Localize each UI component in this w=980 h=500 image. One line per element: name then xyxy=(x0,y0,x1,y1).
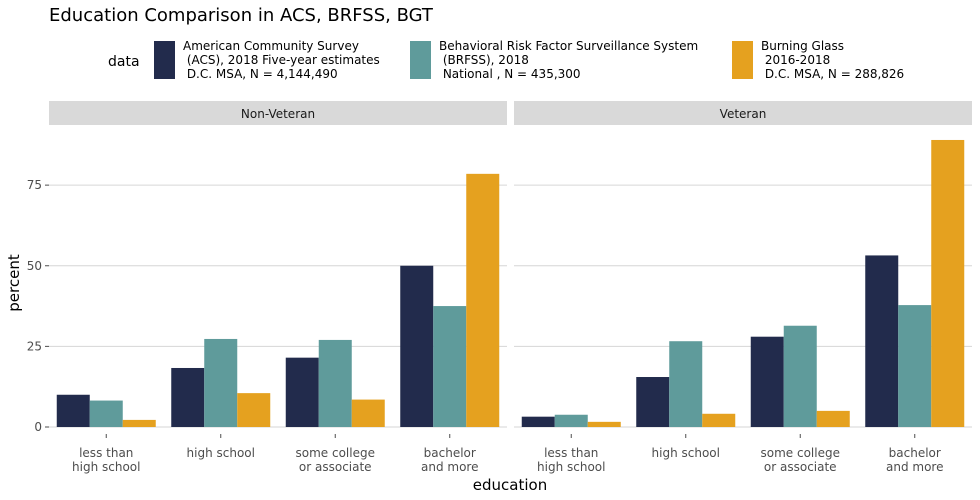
x-tick-label-line: some college xyxy=(761,446,840,460)
bar xyxy=(931,139,965,427)
bar xyxy=(237,393,271,427)
bar xyxy=(318,339,352,427)
legend-label: Behavioral Risk Factor Surveillance Syst… xyxy=(439,39,698,81)
x-tick-label: bachelor and more xyxy=(421,446,478,474)
legend-title: data xyxy=(108,54,140,70)
bar xyxy=(285,357,319,427)
bar xyxy=(554,414,588,427)
bar xyxy=(587,421,621,427)
x-tick-label: high school xyxy=(187,446,255,460)
x-tick-label-line: or associate xyxy=(764,460,837,474)
x-tick-label-line: bachelor xyxy=(889,446,941,460)
legend: data American Community Survey (ACS), 20… xyxy=(108,39,904,81)
x-tick-label-line: less than xyxy=(79,446,133,460)
x-tick-label-line: and more xyxy=(421,460,478,474)
facet-strip xyxy=(514,101,972,125)
x-tick-label-line: high school xyxy=(72,460,140,474)
x-tick-label: high school xyxy=(652,446,720,460)
legend-label-line: National , N = 435,300 xyxy=(439,67,581,81)
legend-label-line: Behavioral Risk Factor Surveillance Syst… xyxy=(439,39,698,53)
bar xyxy=(204,338,238,427)
bar xyxy=(702,413,736,427)
x-tick-label-line: high school xyxy=(537,460,605,474)
y-axis-title: percent xyxy=(5,254,23,312)
x-tick-label: less than high school xyxy=(537,446,605,474)
legend-label-line: D.C. MSA, N = 4,144,490 xyxy=(183,67,338,81)
bar xyxy=(521,416,555,427)
x-tick-label-line: and more xyxy=(886,460,943,474)
bar xyxy=(400,265,434,427)
x-tick-label: some college or associate xyxy=(296,446,375,474)
x-axis-title: education xyxy=(473,476,547,494)
bar xyxy=(466,173,500,427)
x-tick-label-line: less than xyxy=(544,446,598,460)
x-tick-label: some college or associate xyxy=(761,446,840,474)
legend-label: American Community Survey (ACS), 2018 Fi… xyxy=(183,39,380,81)
legend-label: Burning Glass 2016-2018 D.C. MSA, N = 28… xyxy=(761,39,904,81)
x-tick-label: bachelor and more xyxy=(886,446,943,474)
bar xyxy=(750,336,784,427)
bar xyxy=(783,325,817,427)
bar xyxy=(89,400,123,427)
bar xyxy=(171,367,205,427)
bar xyxy=(56,394,90,427)
y-tick-label: 0 xyxy=(34,420,42,434)
x-tick-label-line: some college xyxy=(296,446,375,460)
bar xyxy=(816,410,850,427)
x-tick-label-line: bachelor xyxy=(424,446,476,460)
chart-title: Education Comparison in ACS, BRFSS, BGT xyxy=(49,5,434,26)
x-tick-label-line: or associate xyxy=(299,460,372,474)
bar xyxy=(122,419,156,427)
bar xyxy=(433,306,467,427)
facet-label: Non-Veteran xyxy=(241,107,315,121)
bar xyxy=(351,399,385,427)
x-tick-label: less than high school xyxy=(72,446,140,474)
legend-label-line: American Community Survey xyxy=(183,39,359,53)
legend-label-line: D.C. MSA, N = 288,826 xyxy=(761,67,904,81)
legend-label-line: (ACS), 2018 Five-year estimates xyxy=(183,53,380,67)
bar xyxy=(898,305,932,427)
legend-label-line: Burning Glass xyxy=(761,39,844,53)
y-tick-label: 50 xyxy=(27,259,42,273)
x-tick-label-line: high school xyxy=(187,446,255,460)
facet-strip xyxy=(49,101,507,125)
legend-label-line: 2016-2018 xyxy=(761,53,830,67)
bar xyxy=(865,255,899,427)
bar xyxy=(636,377,670,427)
bar xyxy=(669,341,703,427)
y-tick-label: 25 xyxy=(27,339,42,353)
legend-key xyxy=(732,41,753,79)
y-tick-label: 75 xyxy=(27,178,42,192)
x-tick-label-line: high school xyxy=(652,446,720,460)
legend-key xyxy=(410,41,431,79)
facet-label: Veteran xyxy=(720,107,767,121)
legend-key xyxy=(154,41,175,79)
legend-label-line: (BRFSS), 2018 xyxy=(439,53,529,67)
